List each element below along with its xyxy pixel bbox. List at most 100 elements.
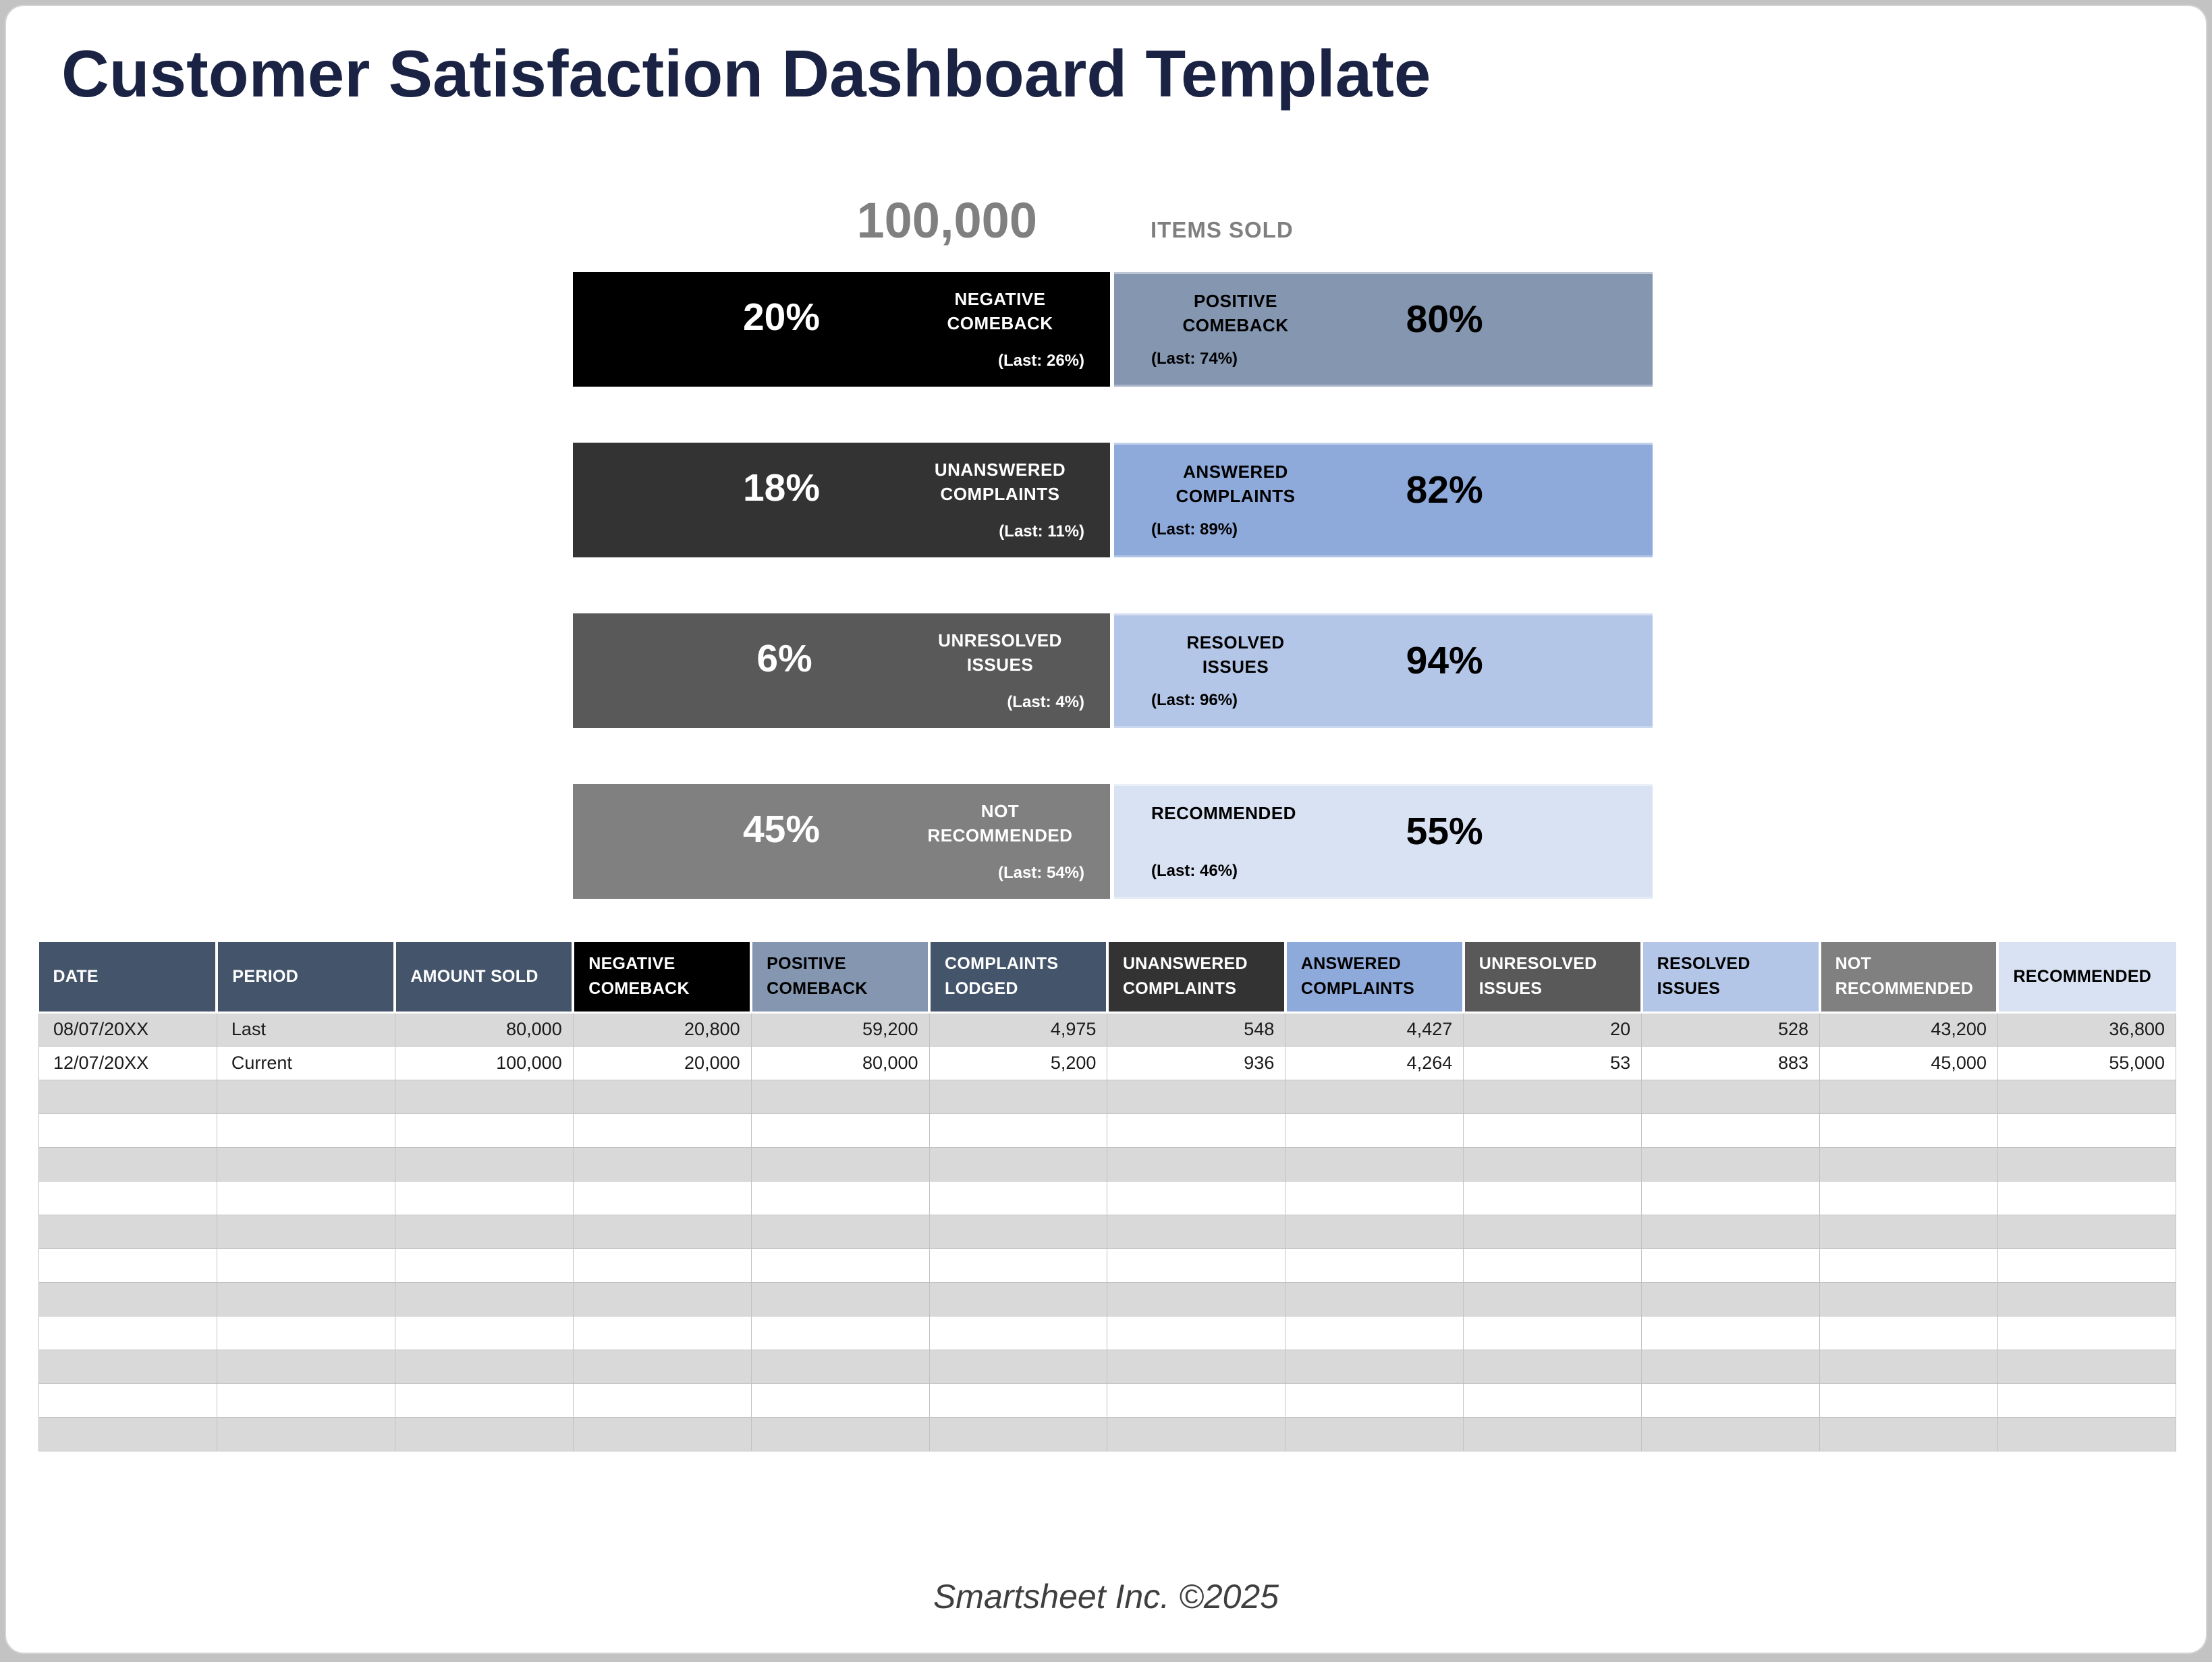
cell-r1-resolved-issues[interactable]: 528: [1641, 1012, 1821, 1047]
cell-r10-negative-comeback[interactable]: [572, 1315, 752, 1350]
cell-r4-answered-complaints[interactable]: [1285, 1113, 1464, 1148]
cell-r1-unanswered-complaints[interactable]: 548: [1107, 1012, 1286, 1047]
cell-r8-unresolved-issues[interactable]: [1463, 1248, 1642, 1283]
cell-r12-resolved-issues[interactable]: [1641, 1383, 1821, 1418]
cell-r1-date[interactable]: 08/07/20XX: [38, 1012, 217, 1047]
cell-r5-answered-complaints[interactable]: [1285, 1146, 1464, 1182]
cell-r9-amount-sold[interactable]: [394, 1281, 574, 1317]
cell-r1-unresolved-issues[interactable]: 20: [1463, 1012, 1642, 1047]
cell-r1-complaints-lodged[interactable]: 4,975: [929, 1012, 1108, 1047]
cell-r12-unresolved-issues[interactable]: [1463, 1383, 1642, 1418]
cell-r11-resolved-issues[interactable]: [1641, 1349, 1821, 1384]
cell-r3-unresolved-issues[interactable]: [1463, 1079, 1642, 1114]
cell-r11-negative-comeback[interactable]: [572, 1349, 752, 1384]
cell-r1-amount-sold[interactable]: 80,000: [394, 1012, 574, 1047]
cell-r4-period[interactable]: [216, 1113, 395, 1148]
cell-r1-not-recommended[interactable]: 43,200: [1819, 1012, 1998, 1047]
cell-r11-complaints-lodged[interactable]: [929, 1349, 1108, 1384]
cell-r11-date[interactable]: [38, 1349, 217, 1384]
cell-r1-answered-complaints[interactable]: 4,427: [1285, 1012, 1464, 1047]
cell-r6-resolved-issues[interactable]: [1641, 1180, 1821, 1215]
cell-r9-complaints-lodged[interactable]: [929, 1281, 1108, 1317]
cell-r5-negative-comeback[interactable]: [572, 1146, 752, 1182]
cell-r10-recommended[interactable]: [1997, 1315, 2177, 1350]
cell-r7-recommended[interactable]: [1997, 1214, 2177, 1249]
cell-r6-period[interactable]: [216, 1180, 395, 1215]
cell-r3-resolved-issues[interactable]: [1641, 1079, 1821, 1114]
cell-r7-not-recommended[interactable]: [1819, 1214, 1998, 1249]
cell-r9-answered-complaints[interactable]: [1285, 1281, 1464, 1317]
cell-r1-positive-comeback[interactable]: 59,200: [750, 1012, 930, 1047]
cell-r13-not-recommended[interactable]: [1819, 1416, 1998, 1451]
cell-r6-date[interactable]: [38, 1180, 217, 1215]
cell-r10-complaints-lodged[interactable]: [929, 1315, 1108, 1350]
cell-r2-recommended[interactable]: 55,000: [1997, 1045, 2177, 1080]
cell-r13-unanswered-complaints[interactable]: [1107, 1416, 1286, 1451]
cell-r8-recommended[interactable]: [1997, 1248, 2177, 1283]
cell-r13-unresolved-issues[interactable]: [1463, 1416, 1642, 1451]
cell-r9-unanswered-complaints[interactable]: [1107, 1281, 1286, 1317]
cell-r2-complaints-lodged[interactable]: 5,200: [929, 1045, 1108, 1080]
cell-r2-period[interactable]: Current: [216, 1045, 395, 1080]
cell-r10-date[interactable]: [38, 1315, 217, 1350]
cell-r10-not-recommended[interactable]: [1819, 1315, 1998, 1350]
cell-r12-unanswered-complaints[interactable]: [1107, 1383, 1286, 1418]
cell-r5-complaints-lodged[interactable]: [929, 1146, 1108, 1182]
cell-r12-period[interactable]: [216, 1383, 395, 1418]
cell-r1-negative-comeback[interactable]: 20,800: [572, 1012, 752, 1047]
cell-r8-date[interactable]: [38, 1248, 217, 1283]
cell-r9-recommended[interactable]: [1997, 1281, 2177, 1317]
cell-r8-unanswered-complaints[interactable]: [1107, 1248, 1286, 1283]
cell-r11-unresolved-issues[interactable]: [1463, 1349, 1642, 1384]
cell-r4-date[interactable]: [38, 1113, 217, 1148]
cell-r4-negative-comeback[interactable]: [572, 1113, 752, 1148]
cell-r11-amount-sold[interactable]: [394, 1349, 574, 1384]
cell-r3-negative-comeback[interactable]: [572, 1079, 752, 1114]
cell-r12-complaints-lodged[interactable]: [929, 1383, 1108, 1418]
cell-r6-answered-complaints[interactable]: [1285, 1180, 1464, 1215]
cell-r9-unresolved-issues[interactable]: [1463, 1281, 1642, 1317]
cell-r12-recommended[interactable]: [1997, 1383, 2177, 1418]
cell-r5-resolved-issues[interactable]: [1641, 1146, 1821, 1182]
cell-r2-resolved-issues[interactable]: 883: [1641, 1045, 1821, 1080]
cell-r5-not-recommended[interactable]: [1819, 1146, 1998, 1182]
cell-r9-period[interactable]: [216, 1281, 395, 1317]
cell-r7-date[interactable]: [38, 1214, 217, 1249]
cell-r4-unresolved-issues[interactable]: [1463, 1113, 1642, 1148]
cell-r5-recommended[interactable]: [1997, 1146, 2177, 1182]
cell-r8-answered-complaints[interactable]: [1285, 1248, 1464, 1283]
cell-r2-amount-sold[interactable]: 100,000: [394, 1045, 574, 1080]
cell-r13-negative-comeback[interactable]: [572, 1416, 752, 1451]
cell-r9-not-recommended[interactable]: [1819, 1281, 1998, 1317]
cell-r10-period[interactable]: [216, 1315, 395, 1350]
cell-r2-negative-comeback[interactable]: 20,000: [572, 1045, 752, 1080]
cell-r9-positive-comeback[interactable]: [750, 1281, 930, 1317]
cell-r9-resolved-issues[interactable]: [1641, 1281, 1821, 1317]
cell-r3-not-recommended[interactable]: [1819, 1079, 1998, 1114]
cell-r11-recommended[interactable]: [1997, 1349, 2177, 1384]
cell-r8-positive-comeback[interactable]: [750, 1248, 930, 1283]
cell-r5-date[interactable]: [38, 1146, 217, 1182]
cell-r3-date[interactable]: [38, 1079, 217, 1114]
cell-r7-complaints-lodged[interactable]: [929, 1214, 1108, 1249]
cell-r4-recommended[interactable]: [1997, 1113, 2177, 1148]
cell-r7-unresolved-issues[interactable]: [1463, 1214, 1642, 1249]
cell-r10-resolved-issues[interactable]: [1641, 1315, 1821, 1350]
cell-r5-amount-sold[interactable]: [394, 1146, 574, 1182]
cell-r12-positive-comeback[interactable]: [750, 1383, 930, 1418]
cell-r8-negative-comeback[interactable]: [572, 1248, 752, 1283]
cell-r4-complaints-lodged[interactable]: [929, 1113, 1108, 1148]
cell-r6-negative-comeback[interactable]: [572, 1180, 752, 1215]
cell-r13-period[interactable]: [216, 1416, 395, 1451]
cell-r3-answered-complaints[interactable]: [1285, 1079, 1464, 1114]
cell-r3-recommended[interactable]: [1997, 1079, 2177, 1114]
cell-r3-unanswered-complaints[interactable]: [1107, 1079, 1286, 1114]
cell-r11-answered-complaints[interactable]: [1285, 1349, 1464, 1384]
cell-r12-date[interactable]: [38, 1383, 217, 1418]
cell-r7-positive-comeback[interactable]: [750, 1214, 930, 1249]
cell-r13-positive-comeback[interactable]: [750, 1416, 930, 1451]
cell-r8-period[interactable]: [216, 1248, 395, 1283]
cell-r6-complaints-lodged[interactable]: [929, 1180, 1108, 1215]
cell-r5-positive-comeback[interactable]: [750, 1146, 930, 1182]
cell-r3-positive-comeback[interactable]: [750, 1079, 930, 1114]
